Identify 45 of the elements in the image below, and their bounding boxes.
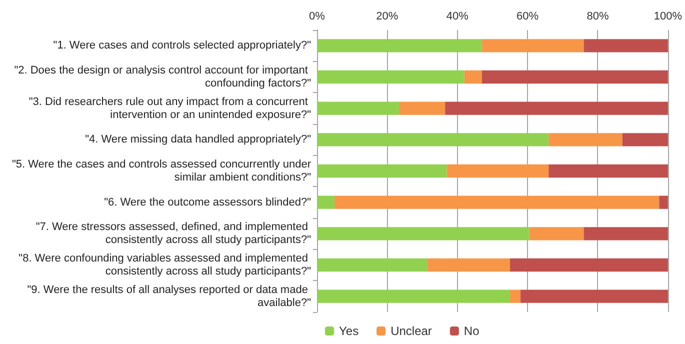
bar	[445, 102, 668, 115]
y-tick-label: "6. Were the outcome assessors blinded?"	[104, 196, 312, 208]
bar	[399, 102, 446, 115]
bar	[510, 258, 668, 272]
bar	[622, 133, 668, 146]
bar	[334, 196, 660, 209]
bar	[584, 39, 668, 52]
y-tick-label: "7. Were stressors assessed, defined, and implemented consistently across all study participants?"	[36, 221, 312, 246]
legend-label: Yes	[339, 324, 359, 338]
y-tick-label: "9. Were the results of all analyses reported or data made available?"	[27, 284, 312, 309]
y-tick-label: "4. Were missing data handled appropriately?"	[85, 134, 312, 146]
bar	[510, 290, 521, 303]
x-tick-label: 40%	[446, 10, 469, 22]
bar	[482, 39, 584, 52]
bar	[464, 70, 482, 84]
x-tick-label: 80%	[586, 10, 609, 22]
x-tick-label: 20%	[376, 10, 398, 22]
bar	[317, 258, 428, 272]
bar	[317, 196, 335, 209]
bar	[317, 70, 464, 84]
legend-label: Unclear	[390, 324, 432, 338]
y-tick-label: "8. Were confounding variables assessed and implemented consistently across all study participants?"	[18, 252, 312, 278]
bar	[548, 164, 668, 178]
y-tick-label: "2. Does the design or analysis control account for important confounding factors?"	[14, 64, 312, 90]
bar	[446, 164, 549, 178]
bar	[529, 227, 584, 240]
bar	[317, 290, 510, 303]
bar	[659, 196, 668, 209]
x-tick-label: 0%	[309, 10, 326, 22]
y-tick-label: "1. Were cases and controls selected appropriately?"	[53, 40, 312, 52]
bar	[548, 133, 622, 146]
bar	[428, 258, 510, 272]
x-tick-label: 100%	[654, 10, 682, 22]
legend-label: No	[464, 324, 480, 338]
bar	[317, 39, 482, 52]
bar	[317, 133, 549, 146]
bar	[520, 290, 668, 303]
bar	[317, 227, 530, 240]
bar	[317, 164, 447, 178]
bar	[482, 70, 668, 84]
bar	[317, 102, 400, 115]
bar	[584, 227, 668, 240]
x-tick-label: 60%	[516, 10, 539, 22]
y-tick-label: "3. Did researchers rule out any impact from a concurrent intervention or an unintended exposure?"	[28, 96, 312, 121]
y-tick-label: "5. Were the cases and controls assessed concurrently under similar ambient conditions?"	[12, 158, 312, 184]
